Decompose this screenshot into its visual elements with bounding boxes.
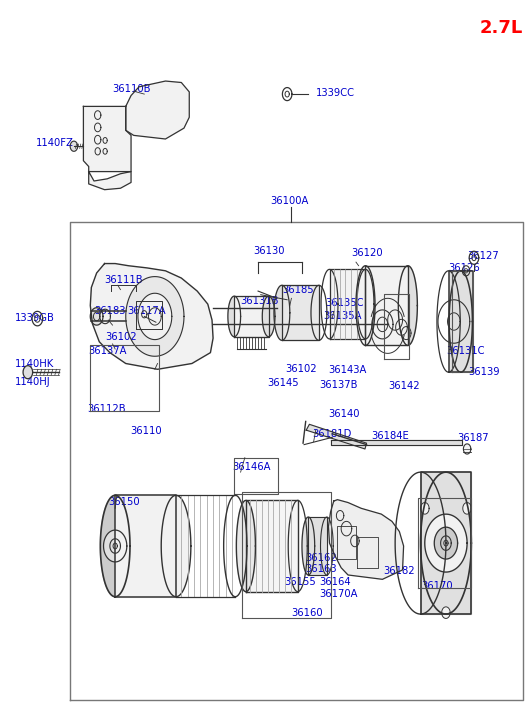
Polygon shape [420, 472, 471, 614]
Text: 36181D: 36181D [312, 429, 352, 439]
Polygon shape [357, 270, 374, 339]
Text: 36120: 36120 [352, 249, 384, 259]
Polygon shape [420, 472, 471, 614]
Text: 36102: 36102 [106, 332, 137, 342]
Text: 36117A: 36117A [127, 306, 166, 316]
Text: 36139: 36139 [468, 366, 500, 377]
Text: 36111B: 36111B [105, 276, 143, 285]
Text: 36142: 36142 [388, 381, 420, 391]
Text: 36131C: 36131C [446, 346, 485, 356]
Polygon shape [463, 502, 471, 514]
Polygon shape [234, 296, 269, 337]
Polygon shape [104, 530, 127, 562]
Text: 36164: 36164 [319, 577, 351, 587]
Text: 36155: 36155 [284, 577, 316, 587]
Polygon shape [425, 514, 467, 572]
Text: 36183: 36183 [94, 306, 126, 316]
Text: 36126: 36126 [448, 263, 480, 273]
Polygon shape [70, 141, 78, 151]
Polygon shape [282, 285, 319, 340]
Polygon shape [84, 106, 131, 172]
Text: 36160: 36160 [291, 608, 322, 619]
Text: 36150: 36150 [109, 497, 140, 507]
Polygon shape [328, 499, 404, 579]
Polygon shape [388, 310, 403, 330]
Text: 36135C: 36135C [325, 299, 364, 308]
Text: 36185: 36185 [282, 286, 313, 295]
Text: 36163: 36163 [305, 564, 337, 574]
Polygon shape [90, 308, 103, 325]
Polygon shape [306, 425, 367, 449]
Text: 1339GB: 1339GB [14, 313, 54, 323]
Text: 36100A: 36100A [270, 196, 309, 206]
Text: 36170: 36170 [421, 581, 453, 591]
Text: 36170A: 36170A [319, 589, 358, 599]
Polygon shape [246, 500, 298, 592]
Polygon shape [126, 276, 184, 356]
Text: 36137B: 36137B [319, 379, 358, 390]
Polygon shape [329, 269, 365, 339]
Text: 36127: 36127 [467, 251, 499, 261]
Polygon shape [126, 81, 189, 139]
Polygon shape [372, 310, 393, 339]
Polygon shape [330, 441, 462, 445]
Text: 36162: 36162 [305, 553, 337, 563]
Polygon shape [434, 527, 458, 559]
Text: 1140FZ: 1140FZ [36, 137, 73, 148]
Text: 36187: 36187 [458, 433, 489, 443]
Text: 36102: 36102 [286, 364, 317, 374]
Text: 36135A: 36135A [323, 311, 362, 321]
Text: 1140HK: 1140HK [14, 358, 54, 369]
Polygon shape [463, 444, 471, 454]
Polygon shape [398, 266, 418, 345]
Polygon shape [442, 607, 450, 619]
Polygon shape [228, 296, 240, 337]
Polygon shape [101, 495, 130, 597]
Polygon shape [262, 296, 275, 337]
Polygon shape [396, 319, 408, 335]
Polygon shape [448, 270, 473, 372]
Text: 36146A: 36146A [232, 462, 271, 472]
Polygon shape [138, 293, 172, 340]
Text: 36137A: 36137A [89, 346, 127, 356]
Text: 36130: 36130 [253, 246, 284, 257]
Polygon shape [90, 264, 213, 369]
Polygon shape [115, 495, 176, 597]
Text: 36145: 36145 [267, 378, 298, 388]
Text: 36110B: 36110B [113, 84, 151, 94]
Text: 36182: 36182 [384, 566, 415, 576]
Polygon shape [100, 309, 111, 324]
Polygon shape [365, 266, 408, 345]
Text: 2.7L: 2.7L [479, 20, 522, 38]
Text: 36112B: 36112B [87, 404, 126, 414]
Polygon shape [274, 285, 290, 340]
Polygon shape [161, 495, 191, 597]
Polygon shape [449, 270, 472, 372]
Text: 36143A: 36143A [328, 365, 367, 375]
Polygon shape [421, 502, 429, 514]
Text: 36184E: 36184E [371, 431, 409, 441]
Text: 1140HJ: 1140HJ [14, 377, 50, 387]
Polygon shape [236, 500, 255, 592]
Polygon shape [302, 517, 315, 575]
Text: 1339CC: 1339CC [317, 89, 355, 98]
Polygon shape [89, 172, 131, 190]
Polygon shape [23, 366, 32, 379]
Text: 36131B: 36131B [240, 296, 279, 305]
Text: 36140: 36140 [328, 409, 360, 419]
Polygon shape [309, 517, 327, 575]
Text: 36110: 36110 [130, 426, 162, 436]
